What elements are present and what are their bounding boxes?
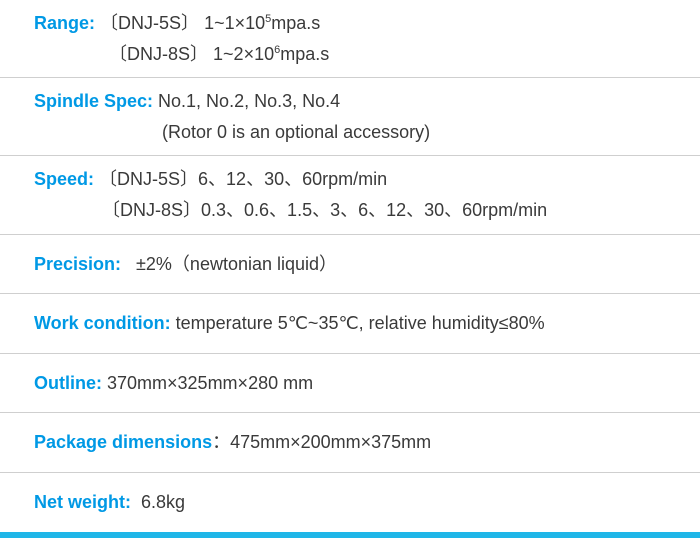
speed-line1: 〔DNJ-5S〕6、12、30、60rpm/min: [99, 169, 387, 189]
row-range: Range: 〔DNJ-5S〕 1~1×105mpa.s 〔DNJ-8S〕 1~…: [0, 0, 700, 78]
speed-label: Speed:: [34, 169, 94, 189]
speed-line2: 〔DNJ-8S〕0.3、0.6、1.5、3、6、12、30、60rpm/min: [34, 195, 547, 226]
row-net-weight: Net weight: 6.8kg: [0, 472, 700, 531]
spindle-line1: No.1, No.2, No.3, No.4: [153, 91, 340, 111]
work-value: temperature 5℃~35℃, relative humidity≤80…: [171, 313, 545, 333]
spindle-line2: (Rotor 0 is an optional accessory): [34, 117, 430, 148]
package-sep: ：: [212, 432, 230, 452]
netweight-value: 6.8kg: [131, 492, 185, 512]
row-spindle: Spindle Spec: No.1, No.2, No.3, No.4 (Ro…: [0, 78, 700, 156]
work-label: Work condition:: [34, 313, 171, 333]
range-line1: 〔DNJ-5S〕 1~1×105mpa.s: [100, 13, 320, 33]
precision-value: ±2%（newtonian liquid）: [121, 254, 337, 274]
range-line2: 〔DNJ-8S〕 1~2×106mpa.s: [34, 39, 329, 70]
spec-table: Range: 〔DNJ-5S〕 1~1×105mpa.s 〔DNJ-8S〕 1~…: [0, 0, 700, 532]
bottom-accent-bar: [0, 532, 700, 538]
spindle-label: Spindle Spec:: [34, 91, 153, 111]
row-outline: Outline: 370mm×325mm×280 mm: [0, 353, 700, 413]
netweight-label: Net weight:: [34, 492, 131, 512]
precision-label: Precision:: [34, 254, 121, 274]
range-label: Range:: [34, 13, 95, 33]
row-precision: Precision: ±2%（newtonian liquid）: [0, 234, 700, 294]
row-speed: Speed: 〔DNJ-5S〕6、12、30、60rpm/min 〔DNJ-8S…: [0, 156, 700, 234]
row-package: Package dimensions：475mm×200mm×375mm: [0, 413, 700, 473]
outline-label: Outline:: [34, 373, 102, 393]
row-work-condition: Work condition: temperature 5℃~35℃, rela…: [0, 294, 700, 354]
package-label: Package dimensions: [34, 432, 212, 452]
package-value: 475mm×200mm×375mm: [230, 432, 431, 452]
outline-value: 370mm×325mm×280 mm: [102, 373, 313, 393]
